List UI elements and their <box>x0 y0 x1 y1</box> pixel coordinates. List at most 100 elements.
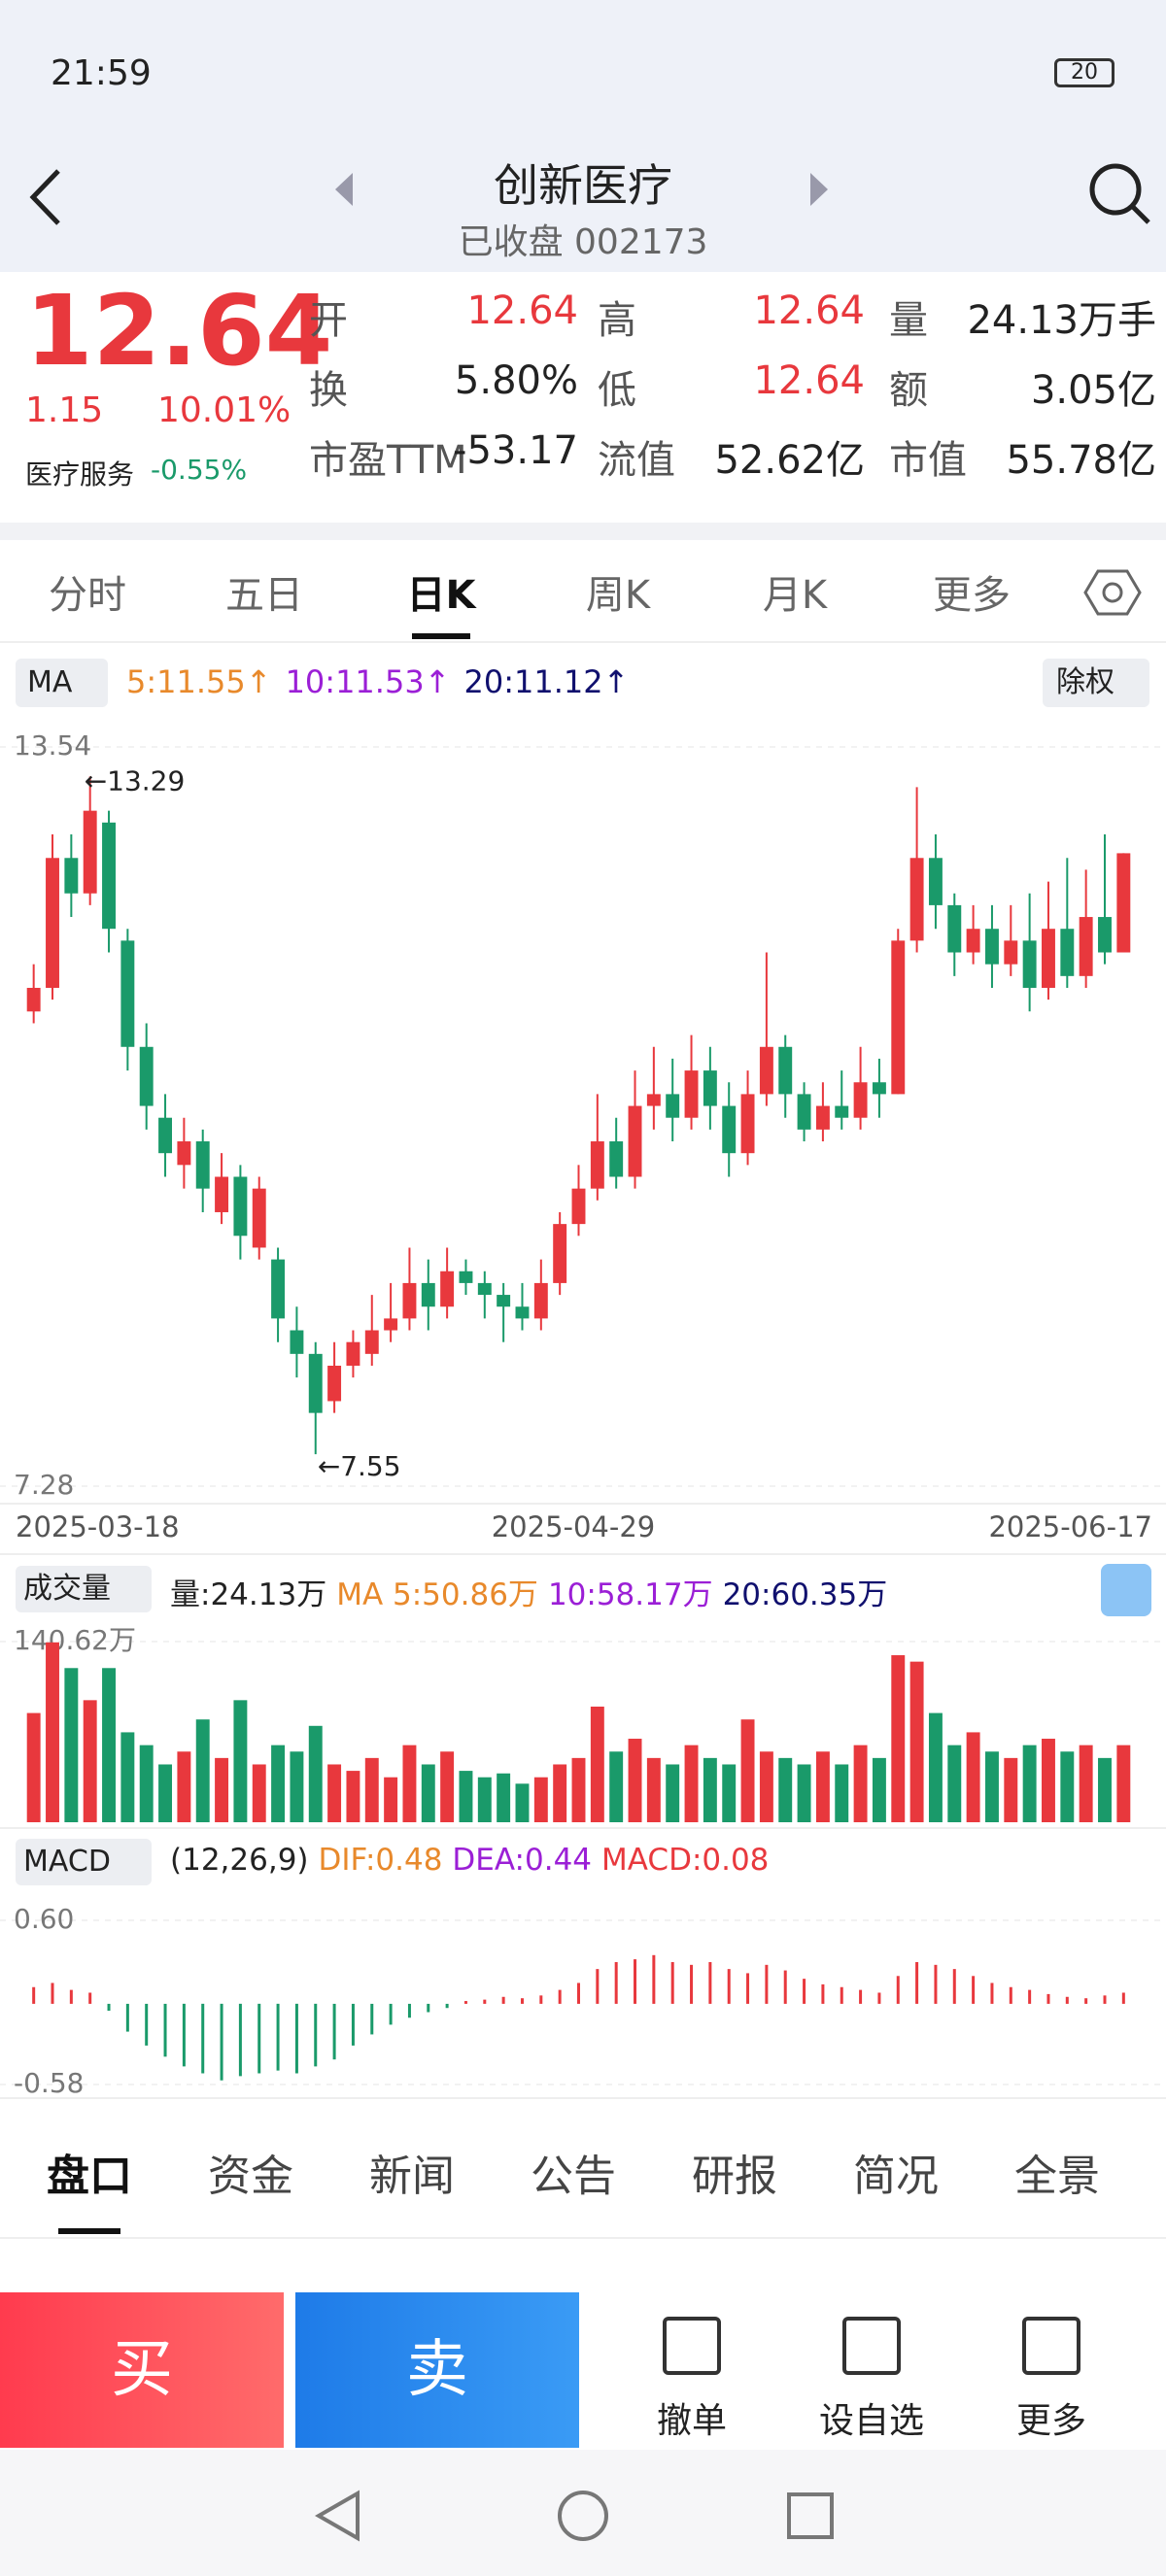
change: 1.15 <box>25 390 104 430</box>
candle-body <box>684 1070 699 1118</box>
sector: 医疗服务 <box>25 458 135 491</box>
info-tab[interactable]: 盘口 <box>47 2152 132 2201</box>
y-tick-label: 7.28 <box>14 1469 74 1501</box>
volume-bar <box>1098 1757 1112 1822</box>
stock-code: 已收盘 002173 <box>458 222 708 262</box>
field-label: 市值 <box>889 438 967 483</box>
ma-selector[interactable]: MA <box>16 659 108 707</box>
candle-body <box>102 822 116 930</box>
buy-button[interactable]: 买 <box>0 2292 284 2448</box>
prev-stock[interactable] <box>335 173 355 206</box>
candle-body <box>459 1271 473 1283</box>
period-tab[interactable]: 分时 <box>49 573 126 618</box>
field-label: 开 <box>309 298 348 343</box>
next-stock[interactable] <box>808 173 828 206</box>
volume-bar <box>609 1751 624 1822</box>
low-label: ←7.55 <box>318 1450 401 1482</box>
volume-bar <box>853 1745 868 1822</box>
volume-bar <box>909 1661 924 1822</box>
volume-bar <box>477 1777 492 1822</box>
field-value: 12.64 <box>753 288 865 333</box>
volume-bar <box>891 1655 906 1822</box>
candle-body <box>872 1082 886 1095</box>
period-tab[interactable]: 五日 <box>225 573 303 618</box>
settings-button[interactable] <box>1083 563 1142 622</box>
adjust-selector[interactable]: 除权 <box>1043 659 1149 707</box>
field-label: 额 <box>889 368 928 413</box>
period-tab[interactable]: 日K <box>406 573 476 618</box>
volume-bar <box>872 1757 886 1822</box>
tool-label[interactable]: 更多 <box>1015 2401 1086 2441</box>
info-tab[interactable]: 全景 <box>1014 2152 1100 2201</box>
volume-bar <box>158 1764 173 1822</box>
back-button[interactable] <box>21 163 70 231</box>
volume-legend-item: MA 5:50.86万 <box>336 1577 538 1612</box>
macd-legend-item: DIF:0.48 <box>318 1843 443 1878</box>
volume-bar <box>666 1764 680 1822</box>
candle-body <box>928 858 943 905</box>
volume-bar <box>646 1757 661 1822</box>
info-tab[interactable]: 研报 <box>692 2152 777 2201</box>
tool-icon[interactable] <box>663 2317 721 2375</box>
candle-body <box>83 810 97 894</box>
period-tab[interactable]: 月K <box>762 573 828 618</box>
candle-body <box>233 1176 248 1237</box>
volume-bar <box>966 1732 980 1822</box>
candle-body <box>139 1046 154 1106</box>
ma-value: 10:11.53↑ <box>285 663 451 700</box>
candle-body <box>1004 940 1018 965</box>
search-button[interactable] <box>1086 160 1154 228</box>
volume-bar <box>722 1764 737 1822</box>
candle-body <box>909 858 924 941</box>
period-tab[interactable]: 周K <box>585 573 651 618</box>
tab-underline <box>58 2228 120 2234</box>
volume-bar <box>252 1764 266 1822</box>
volume-bar <box>1116 1745 1131 1822</box>
info-tab[interactable]: 简况 <box>853 2152 939 2201</box>
candle-body <box>628 1105 642 1177</box>
volume-bar <box>139 1745 154 1822</box>
price: 12.64 <box>25 274 333 388</box>
candle-body <box>497 1295 511 1307</box>
volume-bar <box>364 1757 379 1822</box>
candle-body <box>815 1105 830 1130</box>
candle-body <box>384 1318 398 1331</box>
volume-bar <box>928 1712 943 1822</box>
tool-label[interactable]: 设自选 <box>818 2401 924 2441</box>
macd-legend-item: MACD:0.08 <box>601 1843 770 1878</box>
volume-bar <box>497 1773 511 1822</box>
candle-body <box>646 1094 661 1106</box>
volume-bar <box>1079 1745 1093 1822</box>
field-value: 12.64 <box>753 358 865 403</box>
tool-label[interactable]: 撤单 <box>656 2401 727 2441</box>
ma-value: 5:11.55↑ <box>126 663 272 700</box>
volume-bar <box>590 1706 604 1822</box>
separator <box>0 523 1166 540</box>
expand-button[interactable] <box>1101 1564 1151 1616</box>
macd-selector[interactable]: MACD <box>16 1839 152 1885</box>
stock-name: 创新医疗 <box>494 159 672 212</box>
candle-body <box>835 1105 849 1118</box>
divider <box>0 641 1166 643</box>
candle-body <box>64 858 79 894</box>
candle-body <box>553 1224 567 1283</box>
header <box>0 146 1166 272</box>
tool-icon[interactable] <box>1022 2317 1080 2375</box>
info-tab[interactable]: 公告 <box>531 2152 616 2201</box>
info-tab[interactable]: 新闻 <box>369 2152 455 2201</box>
volume-bar <box>778 1757 793 1822</box>
tool-icon[interactable] <box>842 2317 901 2375</box>
volume-legend-item: 量:24.13万 <box>170 1577 327 1612</box>
period-tab[interactable]: 更多 <box>933 573 1011 618</box>
volume-bar <box>815 1751 830 1822</box>
change-pct: 10.01% <box>157 390 292 430</box>
candle-body <box>195 1141 210 1189</box>
sell-button[interactable]: 卖 <box>295 2292 579 2448</box>
candle-body <box>891 940 906 1095</box>
candle-body <box>158 1117 173 1154</box>
clock: 21:59 <box>51 53 152 93</box>
candle-body <box>364 1330 379 1354</box>
info-tab[interactable]: 资金 <box>208 2152 293 2201</box>
volume-bar <box>64 1668 79 1822</box>
volume-selector[interactable]: 成交量 <box>16 1566 152 1612</box>
